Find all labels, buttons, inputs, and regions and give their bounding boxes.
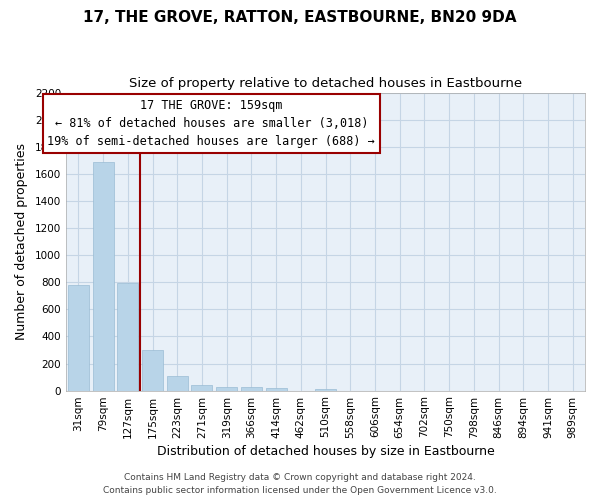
Bar [142, 350, 163, 391]
Title: Size of property relative to detached houses in Eastbourne: Size of property relative to detached ho… [129, 78, 522, 90]
Text: 17, THE GROVE, RATTON, EASTBOURNE, BN20 9DA: 17, THE GROVE, RATTON, EASTBOURNE, BN20 … [83, 10, 517, 25]
Bar [241, 387, 262, 390]
X-axis label: Distribution of detached houses by size in Eastbourne: Distribution of detached houses by size … [157, 444, 494, 458]
Bar [216, 387, 237, 390]
Bar [118, 283, 139, 391]
Bar [191, 386, 212, 390]
Bar [92, 162, 113, 390]
Bar [167, 376, 188, 390]
Text: 17 THE GROVE: 159sqm
← 81% of detached houses are smaller (3,018)
19% of semi-de: 17 THE GROVE: 159sqm ← 81% of detached h… [47, 99, 375, 148]
Bar [315, 388, 336, 390]
Bar [266, 388, 287, 390]
Y-axis label: Number of detached properties: Number of detached properties [15, 144, 28, 340]
Text: Contains HM Land Registry data © Crown copyright and database right 2024.
Contai: Contains HM Land Registry data © Crown c… [103, 474, 497, 495]
Bar [68, 285, 89, 391]
